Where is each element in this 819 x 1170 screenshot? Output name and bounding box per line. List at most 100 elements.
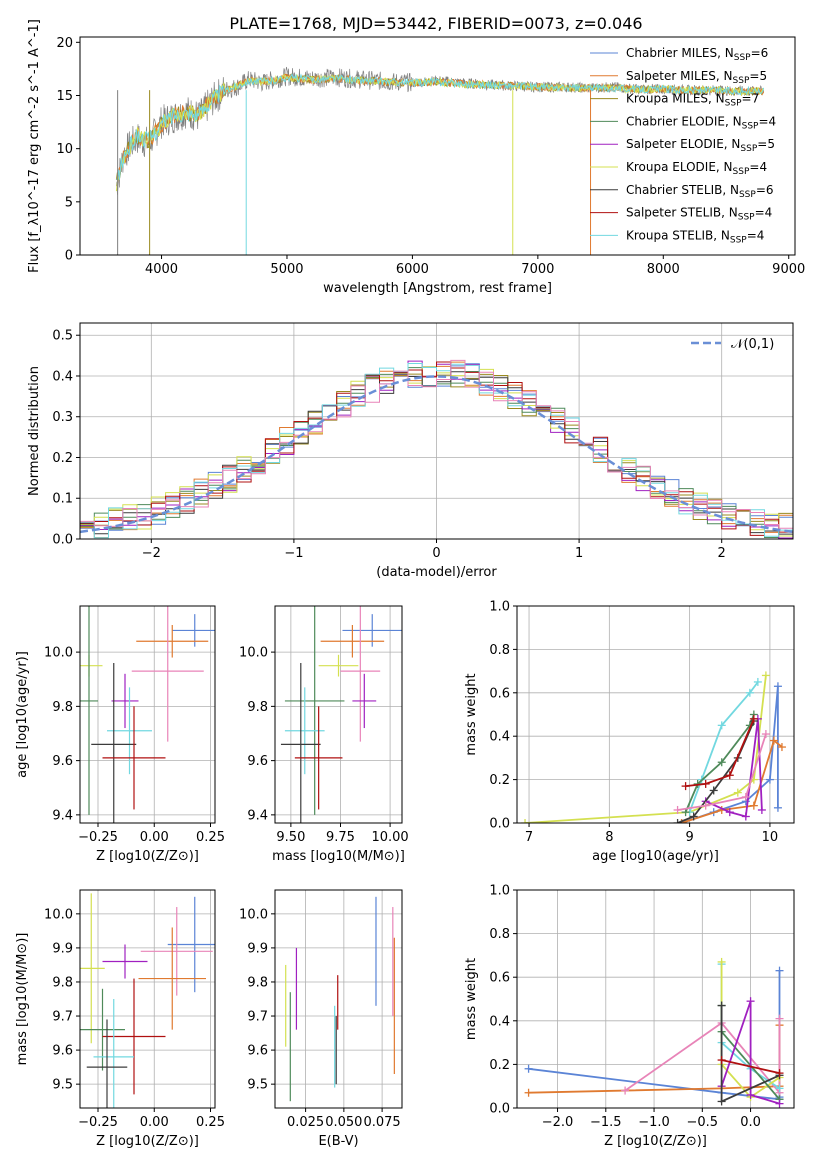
- y-tick-label: 0.8: [489, 643, 510, 658]
- errorbar-point: [80, 988, 125, 1071]
- x-axis-label: E(B-V): [318, 1134, 358, 1149]
- plot-area: [521, 671, 786, 823]
- axes-frame: [274, 889, 403, 1109]
- errorbar-point: [80, 893, 105, 1044]
- plus-marker: [621, 1086, 630, 1095]
- errorbar-point: [340, 606, 381, 742]
- y-tick-label: 0: [65, 249, 73, 264]
- plus-marker: [746, 1090, 755, 1099]
- y-tick-label: 9.4: [52, 808, 73, 823]
- plus-marker: [689, 812, 698, 821]
- x-tick-label: −0.25: [78, 1115, 118, 1130]
- errorbar-point: [294, 706, 343, 810]
- plus-marker: [521, 819, 530, 823]
- x-tick-label: 8000: [647, 262, 680, 277]
- spectrum-model-line: [115, 73, 764, 192]
- plus-marker: [677, 819, 686, 823]
- y-axis-label: Flux [f_λ10^-17 erg cm^-2 s^-1 A^-1]: [27, 19, 42, 273]
- x-tick-label: −1.0: [638, 1115, 670, 1130]
- y-tick-label: 0.4: [489, 1014, 510, 1029]
- y-tick-label: 10.0: [239, 907, 268, 922]
- y-tick-label: 0.5: [52, 329, 73, 344]
- spectrum-chart: 4000 5000 6000 7000 8000 9000 0 5 10 15 20 waveleng…: [27, 19, 805, 296]
- y-tick-label: 0.2: [489, 773, 510, 788]
- x-tick-label: −1.5: [590, 1115, 622, 1130]
- plus-marker: [725, 771, 734, 780]
- x-tick-label: 10.00: [371, 830, 408, 845]
- x-tick-label: 0.075: [363, 1115, 400, 1130]
- plus-marker: [717, 1097, 726, 1106]
- age_vs_mass-chart: 9.50 9.75 10.00 9.4 9.6 9.8 10.0 mass [log10(M/…: [239, 605, 409, 864]
- errorbar-point: [140, 907, 213, 996]
- x-tick-label: 0.25: [196, 1115, 225, 1130]
- plus-marker: [775, 1084, 784, 1093]
- mass_vs_EBV-chart: 0.025 0.050 0.075 9.5 9.6 9.7 9.8 9.9 10.0 E(B-V): [239, 889, 403, 1149]
- legend-entry: Chabrier MILES, NSSP=6: [626, 46, 768, 63]
- y-tick-label: 0.2: [489, 1058, 510, 1073]
- plus-marker: [749, 801, 758, 810]
- x-tick-label: 7: [525, 830, 533, 845]
- x-axis-label: Z [log10(Z/Z⊙)]: [96, 1134, 199, 1149]
- plus-marker: [709, 786, 718, 795]
- plus-marker: [746, 997, 755, 1006]
- errorbar-point: [284, 687, 325, 775]
- errorbar-point: [167, 896, 215, 993]
- x-tick-label: −2.0: [542, 1115, 574, 1130]
- plus-marker: [673, 805, 682, 814]
- y-tick-label: 9.5: [247, 1078, 268, 1093]
- errorbar-point: [91, 662, 137, 823]
- x-axis-label: wavelength [Angstrom, rest frame]: [323, 281, 552, 296]
- y-tick-label: 0.6: [489, 971, 510, 986]
- x-tick-label: 9.50: [276, 830, 305, 845]
- y-tick-label: 9.8: [52, 700, 73, 715]
- y-tick-label: 9.7: [52, 1010, 73, 1025]
- age_vs_Z-chart: −0.25 0.00 0.25 9.4 9.6 9.8 10.0 Z [log10(Z/Z⊙)…: [15, 605, 225, 864]
- x-tick-label: 0.050: [325, 1115, 362, 1130]
- y-tick-label: 1.0: [489, 600, 510, 615]
- x-tick-label: 9: [685, 830, 693, 845]
- x-tick-label: 8: [605, 830, 613, 845]
- errorbar-point: [320, 624, 385, 658]
- y-tick-label: 0.0: [52, 533, 73, 548]
- plus-marker: [673, 819, 682, 823]
- errorbar-point: [107, 687, 152, 775]
- x-tick-label: 0.00: [140, 830, 169, 845]
- plus-marker: [717, 1056, 726, 1065]
- y-tick-label: 9.8: [247, 975, 268, 990]
- x-tick-label: 10: [762, 830, 779, 845]
- x-tick-label: 1: [575, 546, 583, 561]
- plot-area: [80, 359, 793, 539]
- plus-marker: [775, 1014, 784, 1023]
- y-tick-label: 9.4: [247, 808, 268, 823]
- plus-marker: [524, 1088, 533, 1097]
- plus-marker: [773, 803, 782, 812]
- plus-marker: [681, 782, 690, 791]
- plus-marker: [733, 788, 742, 797]
- plus-marker: [701, 801, 710, 810]
- plot-area: [285, 896, 395, 1102]
- weight-line: [677, 733, 767, 811]
- plus-marker: [717, 758, 726, 767]
- y-tick-label: 20: [56, 36, 73, 51]
- y-axis-label: mass [log10(M/M⊙)]: [15, 933, 30, 1066]
- plus-marker: [741, 792, 750, 801]
- x-tick-label: 0.25: [196, 830, 225, 845]
- y-tick-label: 0.3: [52, 410, 73, 425]
- plot-area: [80, 893, 215, 1108]
- axes-frame: [79, 36, 796, 256]
- errorbar-point: [318, 654, 359, 677]
- plot-area: [280, 606, 402, 823]
- errorbar-point: [102, 978, 166, 1095]
- weight_vs_Z-chart: −2.0 −1.5 −1.0 −0.5 0.0 0.0 0.2 0.4 0.6 0.8 1.0 Z […: [464, 884, 795, 1149]
- y-tick-label: 9.5: [52, 1078, 73, 1093]
- plus-marker: [769, 736, 778, 745]
- x-tick-label: 9000: [772, 262, 805, 277]
- spectrum-legend: Chabrier MILES, NSSP=6 Salpeter MILES, NS…: [590, 46, 776, 245]
- y-axis-label: mass weight: [464, 673, 479, 755]
- errorbar-point: [136, 624, 209, 658]
- plus-marker: [765, 775, 774, 784]
- weight_vs_age-chart: 7 8 9 10 0.0 0.2 0.4 0.6 0.8 1.0 age [log10(age/yr…: [464, 600, 795, 864]
- weight-line: [685, 718, 755, 787]
- y-tick-label: 0.0: [489, 817, 510, 832]
- y-tick-label: 9.9: [247, 941, 268, 956]
